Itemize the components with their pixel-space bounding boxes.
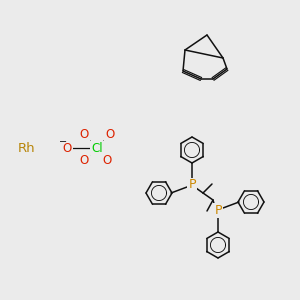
Text: Rh: Rh xyxy=(18,142,36,154)
Text: O: O xyxy=(105,128,115,142)
Text: O: O xyxy=(80,154,88,166)
Text: O: O xyxy=(80,128,88,142)
Text: P: P xyxy=(188,178,196,191)
Text: O: O xyxy=(62,142,72,154)
Text: Cl: Cl xyxy=(91,142,103,154)
Text: P: P xyxy=(214,203,222,217)
Text: −: − xyxy=(59,137,67,147)
Text: O: O xyxy=(102,154,112,166)
